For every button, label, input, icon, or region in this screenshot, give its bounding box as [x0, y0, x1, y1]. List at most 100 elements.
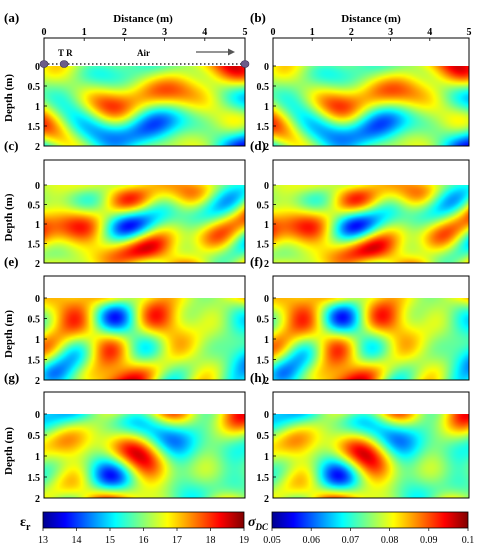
distance-tick-label: 4: [427, 27, 432, 38]
colorbar-conductivity-symbol: σDC: [248, 515, 269, 532]
panel-frame: [272, 275, 470, 381]
colorbar-permittivity-bar: [42, 511, 245, 529]
heatmap-a: [44, 66, 245, 146]
colorbar-tick-label: 15: [105, 535, 115, 546]
heatmap-b: [273, 66, 469, 146]
panel-label: (e): [4, 254, 18, 269]
depth-tick-label: 0.5: [257, 82, 270, 93]
colorbar-conductivity: σDC 0.05 0.06 0.07 0.08 0.09 0.1: [248, 511, 474, 546]
distance-tick-label: 2: [349, 27, 354, 38]
panel-label: (b): [250, 10, 266, 25]
panel-frame: [43, 391, 246, 499]
depth-tick-label: 1: [35, 102, 40, 113]
depth-tick-label: 2: [264, 376, 269, 387]
depth-tick-label: 1.5: [257, 240, 270, 251]
depth-tick-label: 0: [35, 294, 40, 305]
heatmap-f: [273, 298, 469, 380]
depth-axis-label: Depth (m): [3, 310, 15, 358]
depth-tick-label: 0: [264, 410, 269, 421]
depth-tick-label: 1: [35, 452, 40, 463]
depth-tick-label: 2: [35, 494, 40, 505]
colorbar-conductivity-bar: [271, 511, 469, 529]
depth-tick-label: 2: [35, 142, 40, 153]
heatmap-e: [44, 298, 245, 380]
panel-label: (h): [250, 370, 266, 385]
depth-axis-label: Depth (m): [3, 74, 15, 122]
panel-frame: [272, 37, 470, 147]
panel-label: (c): [4, 138, 18, 153]
colorbar-tick-label: 13: [38, 535, 48, 546]
panel-frame: [43, 37, 246, 147]
depth-tick-label: 1: [264, 220, 269, 231]
colorbar-conductivity-ticks: 0.05 0.06 0.07 0.08 0.09 0.1: [263, 528, 474, 546]
panel-frame: [272, 391, 470, 499]
depth-tick-label: 1: [35, 335, 40, 346]
depth-axis-label: Depth (m): [3, 193, 15, 241]
depth-tick-label: 0: [35, 410, 40, 421]
heatmap-g: [44, 414, 245, 498]
colorbar-tick-label: 17: [172, 535, 182, 546]
colorbar-tick-label: 0.09: [420, 535, 438, 546]
colorbar-tick-label: 16: [139, 535, 149, 546]
antenna-marker: [59, 60, 69, 68]
depth-axis-label: Depth (m): [3, 427, 15, 475]
panel-label: (a): [4, 10, 19, 25]
distance-tick-label: 4: [202, 27, 207, 38]
colorbar-tick-label: 0.1: [462, 535, 475, 546]
panel-frame: [272, 159, 470, 264]
heatmap-c: [44, 185, 245, 263]
tx-rx-label: T R: [58, 48, 73, 58]
distance-tick-label: 5: [467, 27, 472, 38]
heatmap-d: [273, 185, 469, 263]
colorbar-permittivity-ticks: 13 14 15 16 17 18 19: [38, 528, 249, 546]
air-label: Air: [137, 48, 150, 58]
distance-tick-label: 1: [82, 27, 87, 38]
distance-tick-label: 3: [162, 27, 167, 38]
depth-tick-label: 1: [35, 220, 40, 231]
depth-tick-label: 2: [264, 142, 269, 153]
depth-tick-label: 2: [35, 376, 40, 387]
depth-tick-label: 1: [264, 102, 269, 113]
depth-tick-label: 2: [264, 259, 269, 270]
depth-tick-label: 1.5: [28, 240, 41, 251]
colorbar-tick-label: 14: [72, 535, 82, 546]
top-axis-label-right: Distance (m): [341, 13, 401, 25]
depth-tick-label: 1.5: [28, 122, 41, 133]
panels-layer: (a) 0 0.5 1 1.5 2 Depth (m) 0 1 2 3 4 5 T R Air (b) 0 0.5…: [3, 10, 472, 505]
depth-tick-label: 0.5: [257, 201, 270, 212]
colorbar-tick-label: 18: [206, 535, 216, 546]
distance-tick-label: 2: [122, 27, 127, 38]
direction-arrow-head: [228, 48, 235, 56]
colorbar-tick-label: 0.08: [381, 535, 399, 546]
depth-tick-label: 1.5: [28, 356, 41, 367]
depth-tick-label: 2: [264, 494, 269, 505]
depth-tick-label: 1: [264, 335, 269, 346]
top-axis-label-left: Distance (m): [113, 13, 173, 25]
antenna-marker: [39, 60, 49, 68]
depth-tick-label: 0: [35, 62, 40, 73]
depth-tick-label: 1.5: [28, 473, 41, 484]
depth-tick-label: 0.5: [257, 315, 270, 326]
panel-frame: [43, 275, 246, 381]
colorbar-permittivity: εr 13 14 15 16 17 18 19: [20, 511, 249, 546]
distance-tick-label: 0: [271, 27, 276, 38]
distance-tick-label: 1: [310, 27, 315, 38]
depth-tick-label: 0.5: [28, 315, 41, 326]
antenna-marker: [240, 60, 250, 68]
depth-tick-label: 0: [35, 181, 40, 192]
colorbar-tick-label: 0.07: [342, 535, 360, 546]
panel-frame: [43, 159, 246, 264]
depth-tick-label: 1: [264, 452, 269, 463]
colorbar-permittivity-symbol: εr: [20, 515, 31, 533]
colorbar-tick-label: 19: [239, 535, 249, 546]
panel-label: (d): [250, 138, 266, 153]
heatmap-h: [273, 414, 469, 498]
panel-label: (f): [250, 254, 263, 269]
distance-tick-label: 5: [243, 27, 248, 38]
depth-tick-label: 0.5: [28, 431, 41, 442]
colorbar-tick-label: 0.06: [302, 535, 320, 546]
depth-tick-label: 0.5: [257, 431, 270, 442]
depth-tick-label: 0: [264, 62, 269, 73]
depth-tick-label: 1.5: [257, 473, 270, 484]
depth-tick-label: 2: [35, 259, 40, 270]
